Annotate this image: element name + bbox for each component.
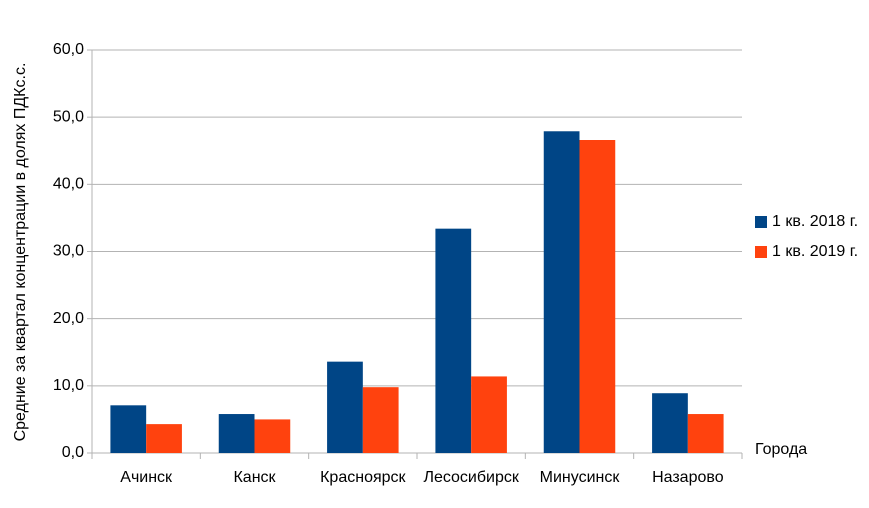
x-tick-label: Минусинск	[540, 469, 621, 486]
x-tick-label: Красноярск	[320, 469, 406, 486]
bar	[146, 424, 182, 453]
bar	[687, 414, 724, 453]
bar	[579, 140, 616, 453]
y-tick-label: 0,0	[62, 444, 84, 461]
bar	[652, 393, 688, 453]
y-tick-label: 10,0	[53, 377, 84, 394]
y-tick-label: 30,0	[53, 243, 84, 260]
bar	[110, 405, 147, 453]
legend-label: 1 кв. 2019 г.	[772, 243, 858, 260]
bar	[218, 414, 255, 453]
x-axis-label: Города	[755, 441, 807, 458]
legend-swatch	[755, 216, 767, 228]
legend-label: 1 кв. 2018 г.	[772, 213, 858, 230]
x-tick-label: Назарово	[652, 469, 724, 486]
y-tick-label: 50,0	[53, 108, 84, 125]
bar	[362, 387, 399, 453]
y-tick-label: 60,0	[53, 41, 84, 58]
bar	[435, 228, 472, 453]
bar	[471, 376, 507, 453]
bar	[254, 419, 291, 453]
legend-swatch	[755, 246, 767, 258]
x-tick-label: Канск	[233, 469, 276, 486]
x-tick-label: Ачинск	[120, 469, 173, 486]
y-tick-label: 20,0	[53, 310, 84, 327]
y-axis-label: Средние за квартал концентрации в долях …	[12, 63, 29, 442]
x-tick-label: Лесосибирск	[423, 469, 519, 486]
bar	[327, 361, 363, 453]
y-tick-label: 40,0	[53, 176, 84, 193]
bar	[543, 131, 580, 453]
